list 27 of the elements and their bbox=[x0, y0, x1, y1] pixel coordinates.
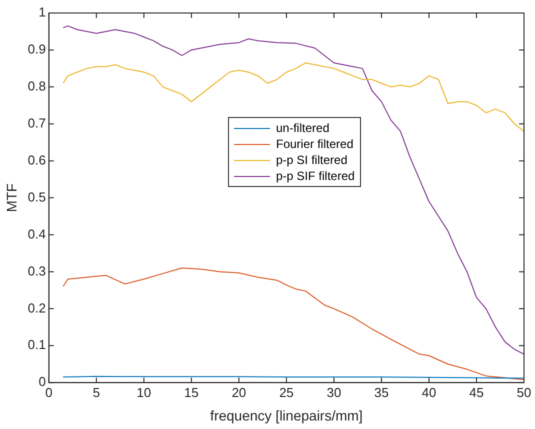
x-tick-label: 40 bbox=[422, 384, 436, 400]
x-tick-label: 10 bbox=[136, 384, 152, 400]
legend-label: p-p SIF filtered bbox=[275, 168, 355, 184]
y-tick-label: 0.6 bbox=[28, 152, 46, 168]
y-axis-title: MTF bbox=[3, 183, 20, 212]
x-tick-label: 5 bbox=[92, 384, 100, 400]
y-tick-label: 0.3 bbox=[28, 263, 46, 278]
y-tick-label: 0.8 bbox=[28, 78, 46, 94]
x-tick-label: 15 bbox=[184, 384, 199, 400]
y-tick-label: 0 bbox=[38, 374, 46, 390]
y-tick-label: 1 bbox=[38, 4, 46, 20]
x-axis-title: frequency [linepairs/mm] bbox=[210, 407, 363, 424]
y-tick-label: 0.2 bbox=[28, 300, 46, 316]
legend-label: Fourier filtered bbox=[275, 136, 354, 152]
y-tick-label: 0.7 bbox=[28, 115, 46, 130]
x-tick-label: 50 bbox=[516, 384, 532, 400]
x-tick-label: 25 bbox=[279, 384, 294, 400]
legend-label: un-filtered bbox=[275, 120, 330, 136]
x-tick-label: 30 bbox=[326, 384, 342, 400]
x-tick-label: 35 bbox=[374, 384, 389, 400]
x-tick-label: 20 bbox=[232, 384, 246, 400]
y-tick-label: 0.1 bbox=[28, 337, 46, 352]
legend-label: p-p SI filtered bbox=[275, 152, 348, 168]
x-tick-label: 45 bbox=[469, 384, 484, 400]
y-tick-label: 0.5 bbox=[28, 189, 46, 204]
y-tick-label: 0.9 bbox=[28, 42, 46, 57]
y-tick-label: 0.4 bbox=[28, 226, 46, 242]
